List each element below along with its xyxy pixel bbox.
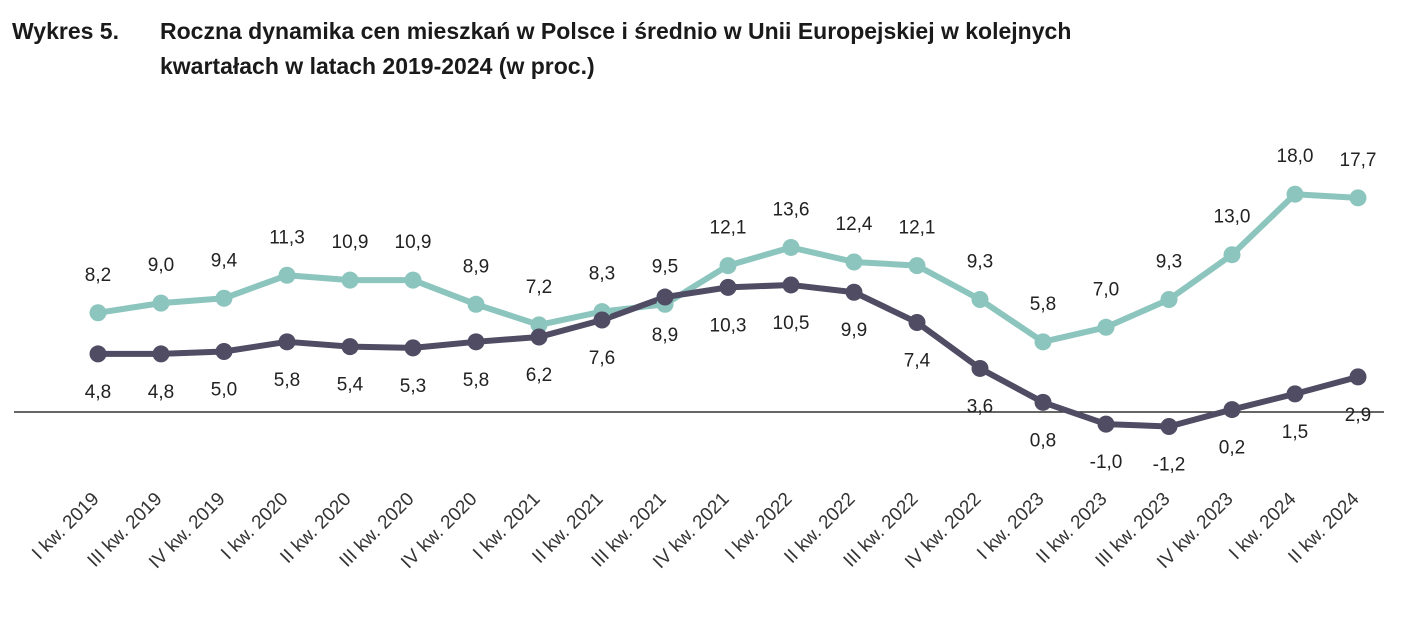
series-2-point — [656, 288, 674, 306]
series-1-point — [215, 289, 233, 307]
series-2-data-label: 5,0 — [211, 380, 237, 401]
series-1-point — [467, 295, 485, 313]
series-1-data-label: 9,3 — [1156, 251, 1182, 272]
series-1-point — [404, 271, 422, 289]
series-2-data-label: 1,5 — [1282, 422, 1308, 443]
series-1-data-label: 9,4 — [211, 250, 238, 271]
series-2-point — [1097, 415, 1115, 433]
series-1-point — [152, 294, 170, 312]
series-2-data-label: 7,6 — [589, 348, 615, 369]
series-2-data-label: 0,2 — [1219, 438, 1245, 459]
series-1-data-label: 18,0 — [1277, 146, 1314, 167]
series-2-point — [341, 338, 359, 356]
series-1-point — [1034, 333, 1052, 351]
series-2-data-label: 10,5 — [773, 313, 810, 334]
series-1-data-label: 9,3 — [967, 251, 993, 272]
series-2-data-label: 6,2 — [526, 365, 552, 386]
series-2-point — [908, 313, 926, 331]
series-2-data-label: -1,0 — [1090, 452, 1123, 473]
series-2-point — [278, 333, 296, 351]
series-2-data-label: 8,9 — [652, 325, 678, 346]
series-1-point — [782, 238, 800, 256]
series-1-point — [1286, 185, 1304, 203]
series-2-point — [1034, 393, 1052, 411]
series-2-data-label: 2,9 — [1345, 405, 1371, 426]
series-2-point — [1286, 385, 1304, 403]
series-2-point — [467, 333, 485, 351]
series-2-point — [971, 359, 989, 377]
series-2-point — [404, 339, 422, 357]
series-1-data-label: 5,8 — [1030, 294, 1056, 315]
series-2-point — [593, 311, 611, 329]
series-2-point — [1160, 418, 1178, 436]
series-2-data-label: -1,2 — [1153, 455, 1186, 476]
series-1-point — [971, 290, 989, 308]
series-1-point — [845, 253, 863, 271]
series-2-point — [845, 283, 863, 301]
series-2-data-label: 0,8 — [1030, 430, 1056, 451]
series-1-data-label: 9,0 — [148, 255, 174, 276]
series-2-data-label: 5,3 — [400, 376, 426, 397]
series-2-data-label: 9,9 — [841, 320, 867, 341]
series-1-data-label: 12,4 — [836, 214, 873, 235]
series-2-point — [89, 345, 107, 363]
series-2-data-label: 3,6 — [967, 396, 993, 417]
series-2-point — [530, 328, 548, 346]
series-2-data-label: 5,8 — [463, 370, 489, 391]
series-1-data-label: 9,5 — [652, 256, 678, 277]
series-1-data-label: 12,1 — [899, 218, 936, 239]
chart-title-prefix: Wykres 5. — [12, 18, 119, 44]
series-2-point — [152, 345, 170, 363]
series-1-point — [908, 257, 926, 275]
series-1-data-label: 12,1 — [710, 218, 747, 239]
series-1-data-label: 8,9 — [463, 256, 489, 277]
chart-title: Wykres 5. Roczna dynamika cen mieszkań w … — [12, 14, 1402, 84]
series-1-point — [341, 271, 359, 289]
series-1-point — [1349, 189, 1367, 207]
series-2-point — [782, 276, 800, 294]
chart-title-line2: kwartałach w latach 2019-2024 (w proc.) — [160, 53, 595, 79]
series-2-data-label: 4,8 — [148, 382, 174, 403]
series-1-data-label: 10,9 — [395, 232, 432, 253]
series-2-data-label: 7,4 — [904, 350, 931, 371]
series-2-data-label: 4,8 — [85, 382, 111, 403]
series-2-data-label: 5,4 — [337, 375, 364, 396]
series-1-point — [1223, 246, 1241, 264]
series-1-data-label: 7,2 — [526, 277, 552, 298]
series-2-point — [1349, 368, 1367, 386]
series-1-point — [1160, 290, 1178, 308]
series-2-point — [1223, 401, 1241, 419]
series-1-data-label: 10,9 — [332, 232, 369, 253]
series-1-data-label: 11,3 — [269, 227, 305, 248]
series-1-point — [530, 316, 548, 334]
series-1-data-label: 13,0 — [1214, 207, 1251, 228]
series-1-point — [719, 257, 737, 275]
series-2-data-label: 5,8 — [274, 370, 300, 391]
series-2-data-label: 10,3 — [710, 315, 747, 336]
series-2-point — [719, 278, 737, 296]
series-1-data-label: 7,0 — [1093, 279, 1119, 300]
series-1-data-label: 8,2 — [85, 265, 111, 286]
series-1-data-label: 17,7 — [1340, 150, 1377, 171]
series-2-point — [215, 343, 233, 360]
series-1-data-label: 8,3 — [589, 264, 615, 285]
series-1-data-label: 13,6 — [773, 199, 810, 220]
series-1-point — [89, 304, 107, 322]
series-1-point — [1097, 318, 1115, 336]
series-1-point — [278, 266, 296, 284]
chart-title-line1: Roczna dynamika cen mieszkań w Polsce i … — [160, 18, 1072, 44]
